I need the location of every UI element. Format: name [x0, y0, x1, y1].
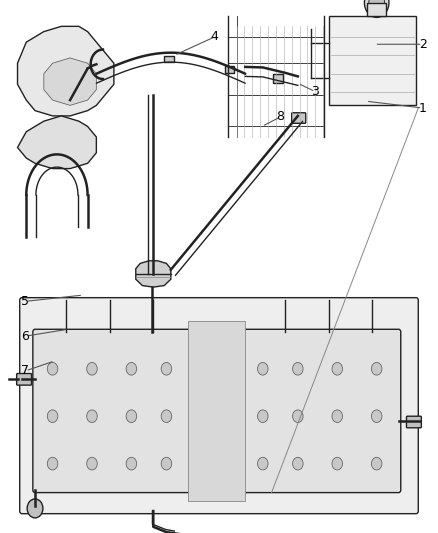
Circle shape	[332, 410, 343, 423]
Circle shape	[371, 410, 382, 423]
Circle shape	[161, 362, 172, 375]
FancyBboxPatch shape	[188, 321, 245, 500]
Circle shape	[27, 499, 43, 518]
FancyBboxPatch shape	[406, 416, 421, 428]
FancyBboxPatch shape	[243, 329, 401, 492]
Text: 6: 6	[21, 329, 29, 343]
FancyBboxPatch shape	[164, 56, 174, 62]
Circle shape	[47, 362, 58, 375]
Text: 4: 4	[211, 30, 219, 43]
FancyBboxPatch shape	[20, 297, 418, 514]
FancyBboxPatch shape	[292, 113, 306, 123]
Circle shape	[47, 457, 58, 470]
Polygon shape	[18, 116, 96, 168]
Circle shape	[369, 0, 385, 12]
FancyBboxPatch shape	[225, 67, 234, 72]
Circle shape	[47, 410, 58, 423]
Circle shape	[258, 362, 268, 375]
Circle shape	[332, 362, 343, 375]
FancyBboxPatch shape	[367, 3, 386, 16]
Circle shape	[87, 457, 97, 470]
Circle shape	[126, 410, 137, 423]
Circle shape	[364, 0, 389, 18]
Text: 1: 1	[419, 101, 427, 115]
FancyBboxPatch shape	[273, 75, 283, 83]
Circle shape	[87, 362, 97, 375]
Circle shape	[371, 362, 382, 375]
Circle shape	[371, 457, 382, 470]
Text: 8: 8	[276, 110, 284, 124]
Polygon shape	[18, 26, 114, 116]
Text: 2: 2	[419, 38, 427, 51]
Circle shape	[126, 362, 137, 375]
Circle shape	[258, 457, 268, 470]
FancyBboxPatch shape	[33, 329, 191, 492]
Circle shape	[87, 410, 97, 423]
Text: 7: 7	[21, 365, 29, 377]
Circle shape	[258, 410, 268, 423]
Circle shape	[332, 457, 343, 470]
Circle shape	[293, 362, 303, 375]
Circle shape	[293, 457, 303, 470]
Text: 5: 5	[21, 295, 29, 308]
FancyBboxPatch shape	[17, 374, 32, 385]
Text: 3: 3	[311, 85, 319, 98]
Circle shape	[161, 457, 172, 470]
Circle shape	[293, 410, 303, 423]
FancyBboxPatch shape	[328, 16, 416, 106]
Polygon shape	[136, 261, 171, 287]
Circle shape	[161, 410, 172, 423]
Polygon shape	[44, 58, 96, 106]
Circle shape	[126, 457, 137, 470]
